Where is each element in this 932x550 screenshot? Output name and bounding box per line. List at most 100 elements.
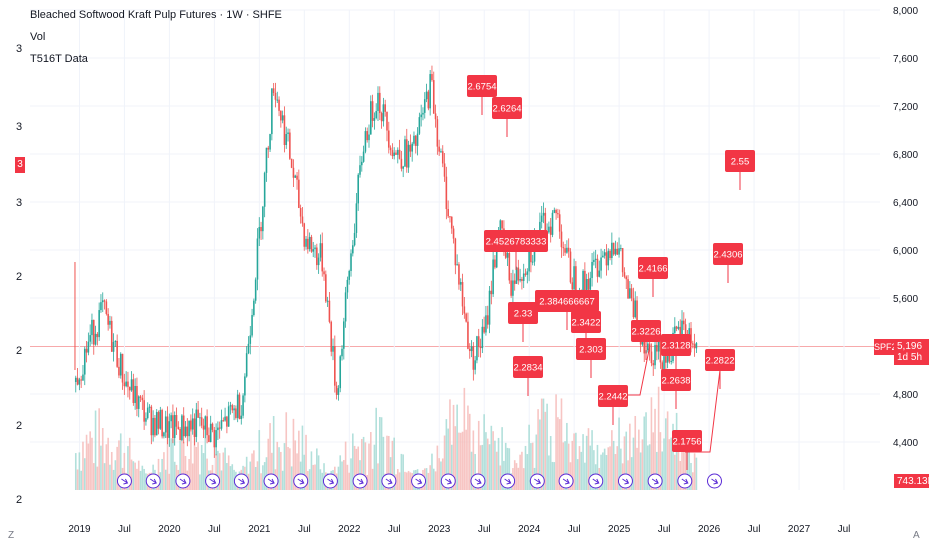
candle-body (494, 259, 496, 268)
event-marker-glyph (444, 478, 452, 485)
volume-bar (105, 444, 108, 490)
volume-bar (168, 473, 171, 490)
volume-bar (690, 462, 692, 490)
candle-body (118, 366, 120, 376)
candle-body (476, 336, 478, 361)
candle-body (344, 292, 347, 322)
time-axis-tick: Jul (388, 524, 401, 535)
volume-bar (222, 452, 225, 490)
candle-body (690, 328, 692, 344)
candle-body (400, 158, 403, 169)
volume-bar (339, 455, 342, 490)
volume-bar (549, 436, 552, 490)
volume-bar (260, 473, 262, 490)
candle-body (695, 342, 698, 349)
volume-bar (551, 461, 554, 490)
candle-body (458, 264, 460, 285)
volume-bar (571, 440, 574, 490)
volume-bar (400, 453, 403, 490)
candle-body (92, 319, 95, 345)
volume-bar (398, 472, 401, 490)
candle-body (121, 353, 124, 383)
volume-bar (485, 432, 487, 490)
time-axis-tick: 2026 (698, 524, 721, 535)
volume-bar (382, 436, 385, 490)
candle-body (82, 374, 84, 381)
timezone-icon[interactable]: Z (8, 530, 15, 541)
volume-bar (557, 417, 559, 490)
candle-body (481, 326, 484, 349)
candle-body (85, 348, 88, 353)
candle-body (328, 300, 331, 322)
volume-bar (118, 440, 120, 490)
candle-body (630, 288, 633, 299)
candle-body (591, 261, 593, 278)
candle-body (450, 216, 453, 229)
volume-bar (254, 466, 257, 490)
volume-bar (429, 465, 431, 490)
candle-body (361, 161, 363, 166)
volume-bar (596, 444, 599, 490)
candle-body (389, 147, 392, 151)
volume-bar (427, 472, 430, 490)
event-marker-glyph (651, 478, 659, 485)
candle-body (235, 408, 237, 418)
candle-body (157, 412, 160, 429)
value-label-box (492, 97, 522, 119)
candle-body (317, 257, 320, 266)
volume-bar (375, 407, 377, 490)
candle-body (256, 238, 259, 280)
price-axis-tick: 6,800 (893, 150, 918, 161)
candle-body (594, 258, 597, 260)
candle-body (150, 406, 153, 436)
volume-bar (623, 436, 626, 490)
volume-bar (589, 445, 592, 490)
volume-bar (197, 442, 199, 490)
candle-body (467, 321, 469, 349)
volume-bar (609, 446, 611, 490)
auto-scale-button[interactable]: A (913, 530, 920, 541)
candle-body (562, 247, 565, 249)
volume-bar (110, 451, 113, 490)
candle-body (222, 420, 225, 422)
volume-bar (206, 458, 208, 490)
value-label-text: 2.2638 (661, 376, 690, 387)
volume-bar (298, 430, 300, 490)
volume-bar (684, 444, 687, 490)
volume-bar (582, 434, 584, 490)
candle-body (472, 346, 475, 370)
volume-bar (294, 440, 297, 490)
candle-body (181, 415, 183, 440)
legend-vol[interactable]: Vol (30, 31, 46, 43)
candle-body (348, 270, 351, 280)
volume-bar (188, 458, 190, 490)
candle-body (191, 418, 194, 430)
legend-indicator[interactable]: T516T Data (30, 53, 88, 65)
candle-body (692, 343, 694, 345)
candle-body (683, 320, 685, 325)
time-axis-tick: 2027 (788, 524, 811, 535)
event-marker-glyph (534, 478, 542, 485)
price-axis-tick: 5,600 (893, 294, 918, 305)
candle-body (661, 362, 664, 372)
volume-bar (562, 442, 565, 490)
volume-bar (218, 453, 221, 490)
candle-body (665, 356, 667, 363)
candle-body (217, 427, 219, 431)
volume-bar (657, 386, 660, 490)
volume-bar (479, 445, 482, 490)
volume-bar (620, 448, 622, 490)
candle-body (413, 135, 415, 144)
candle-body (598, 270, 601, 277)
volume-bar (285, 412, 288, 490)
candle-body (679, 326, 682, 339)
candle-body (512, 280, 514, 296)
volume-bar (370, 432, 372, 490)
volume-bar (391, 440, 394, 490)
value-label-box (467, 75, 497, 97)
time-axis-tick: Jul (298, 524, 311, 535)
volume-bar (456, 404, 458, 490)
candle-body (172, 415, 174, 439)
candle-body (449, 216, 451, 218)
candle-body (283, 115, 286, 146)
